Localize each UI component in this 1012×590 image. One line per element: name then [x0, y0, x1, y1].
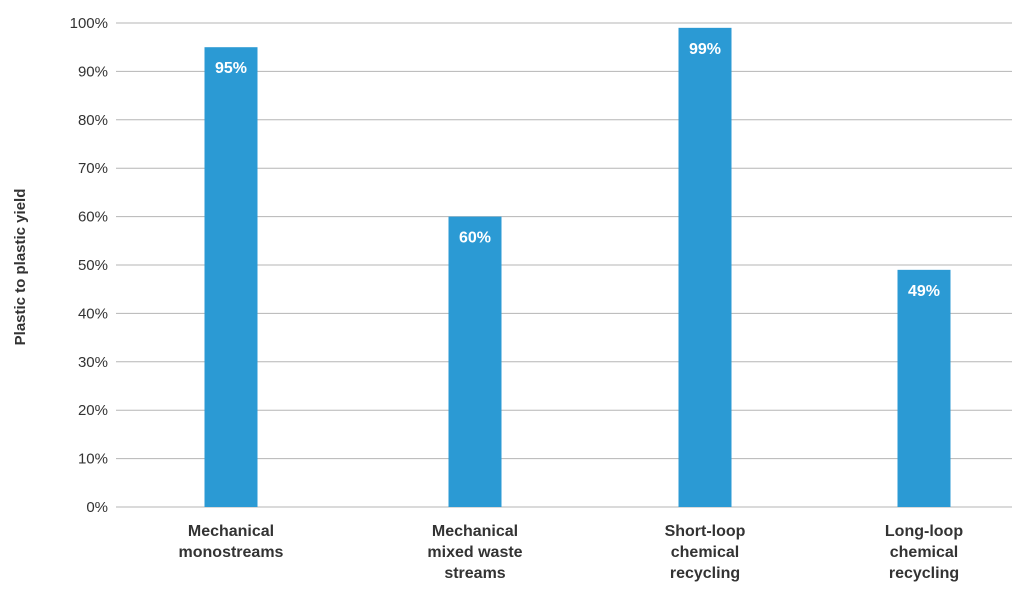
x-axis-labels: Mechanical monostreams Mechanical mixed was… [179, 523, 964, 582]
y-axis-ticks: 0% 10% 20% 30% 40% 50% 60% 70% 80% 90% 100% [70, 15, 108, 516]
y-tick-label: 20% [78, 402, 108, 419]
grid-lines [116, 22, 1012, 508]
category-label: Mechanical monostreams [179, 523, 284, 561]
y-tick-label: 0% [86, 499, 108, 516]
category-label: Mechanical mixed waste streams [427, 523, 522, 582]
y-tick-label: 30% [78, 354, 108, 371]
data-label: 49% [908, 283, 940, 300]
y-tick-label: 100% [70, 15, 108, 32]
bar [204, 47, 258, 507]
bars [204, 27, 951, 508]
data-label: 95% [215, 60, 247, 77]
data-label: 99% [689, 41, 721, 58]
category-label: Long-loop chemical recycling [885, 523, 963, 582]
bar [897, 269, 951, 507]
y-tick-label: 70% [78, 160, 108, 177]
bar [678, 27, 732, 508]
y-tick-label: 50% [78, 257, 108, 274]
category-label: Short-loop chemical recycling [665, 523, 746, 582]
y-tick-label: 80% [78, 112, 108, 129]
y-tick-label: 40% [78, 305, 108, 322]
y-tick-label: 90% [78, 63, 108, 80]
y-axis-label: Plastic to plastic yield [12, 189, 29, 346]
y-tick-label: 10% [78, 451, 108, 468]
data-label: 60% [459, 230, 491, 247]
bar [448, 216, 502, 507]
y-tick-label: 60% [78, 209, 108, 226]
data-labels: 95% 60% 99% 49% [215, 41, 940, 300]
